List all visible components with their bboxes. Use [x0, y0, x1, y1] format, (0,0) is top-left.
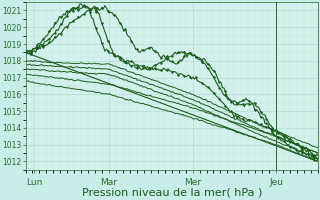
X-axis label: Pression niveau de la mer( hPa ): Pression niveau de la mer( hPa )	[82, 188, 262, 198]
